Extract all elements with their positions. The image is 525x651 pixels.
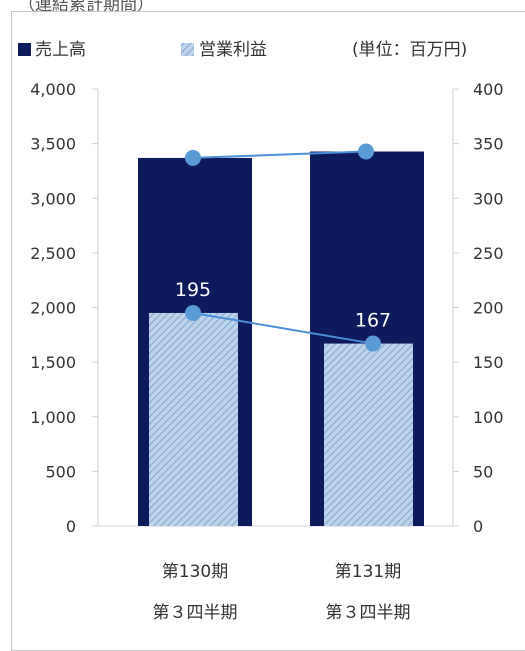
lines: [185, 143, 381, 352]
line-profit: [192, 311, 374, 345]
legend-profit-swatch: [181, 43, 194, 56]
data-label-sales: 3,369: [166, 124, 220, 146]
category-label-line2: 第３四半期: [326, 603, 411, 623]
left-tick-label: 4,000: [30, 80, 76, 99]
left-tick-label: 500: [45, 462, 76, 481]
right-tick-label: 400: [473, 80, 504, 99]
right-tick-label: 100: [473, 408, 504, 427]
bar-profit: [149, 312, 238, 526]
left-tick-label: 0: [66, 517, 76, 536]
data-label-sales: 3,428: [339, 117, 393, 139]
right-tick-label: 300: [473, 189, 504, 208]
right-tick-label: 350: [473, 135, 504, 154]
marker-sales: [358, 143, 374, 160]
bars: [138, 151, 424, 526]
left-tick-label: 3,000: [30, 189, 76, 208]
left-tick-label: 3,500: [30, 135, 76, 154]
data-labels: 3,369 3,428 195 167: [166, 117, 393, 331]
category-label-line1: 第131期: [335, 562, 401, 582]
data-label-profit: 195: [175, 279, 211, 301]
marker-profit: [365, 335, 381, 352]
marker-profit: [185, 304, 201, 321]
right-tick-label: 150: [473, 353, 504, 372]
line-sales: [192, 150, 367, 159]
legend-sales-swatch: [18, 43, 31, 56]
left-tick-label: 2,000: [30, 299, 76, 318]
chart-svg: 売上高 営業利益 (単位：百万円) 05001,0001,5002,0002,5…: [18, 40, 504, 623]
right-tick-label: 200: [473, 299, 504, 318]
category-label-line1: 第130期: [162, 562, 228, 582]
legend-sales-label: 売上高: [35, 40, 86, 60]
axes: 0 500 1,000 1,500 2,000 2,500 3,000 3,500 4,000 0…: [30, 80, 503, 536]
bar-profit: [324, 343, 413, 526]
data-label-profit: 167: [355, 310, 391, 332]
right-tick-label: 0: [473, 517, 483, 536]
left-tick-label: 2,500: [30, 244, 76, 263]
right-tick-label: 250: [473, 244, 504, 263]
legend: 売上高 営業利益 (単位：百万円): [18, 40, 467, 60]
category-label-line2: 第３四半期: [153, 603, 238, 623]
right-tick-label: 50: [473, 462, 493, 481]
left-tick-label: 1,500: [30, 353, 76, 372]
marker-sales: [185, 149, 201, 166]
left-tick-label: 1,000: [30, 408, 76, 427]
legend-profit-label: 営業利益: [199, 40, 267, 60]
unit-label: (単位：百万円): [352, 40, 467, 60]
